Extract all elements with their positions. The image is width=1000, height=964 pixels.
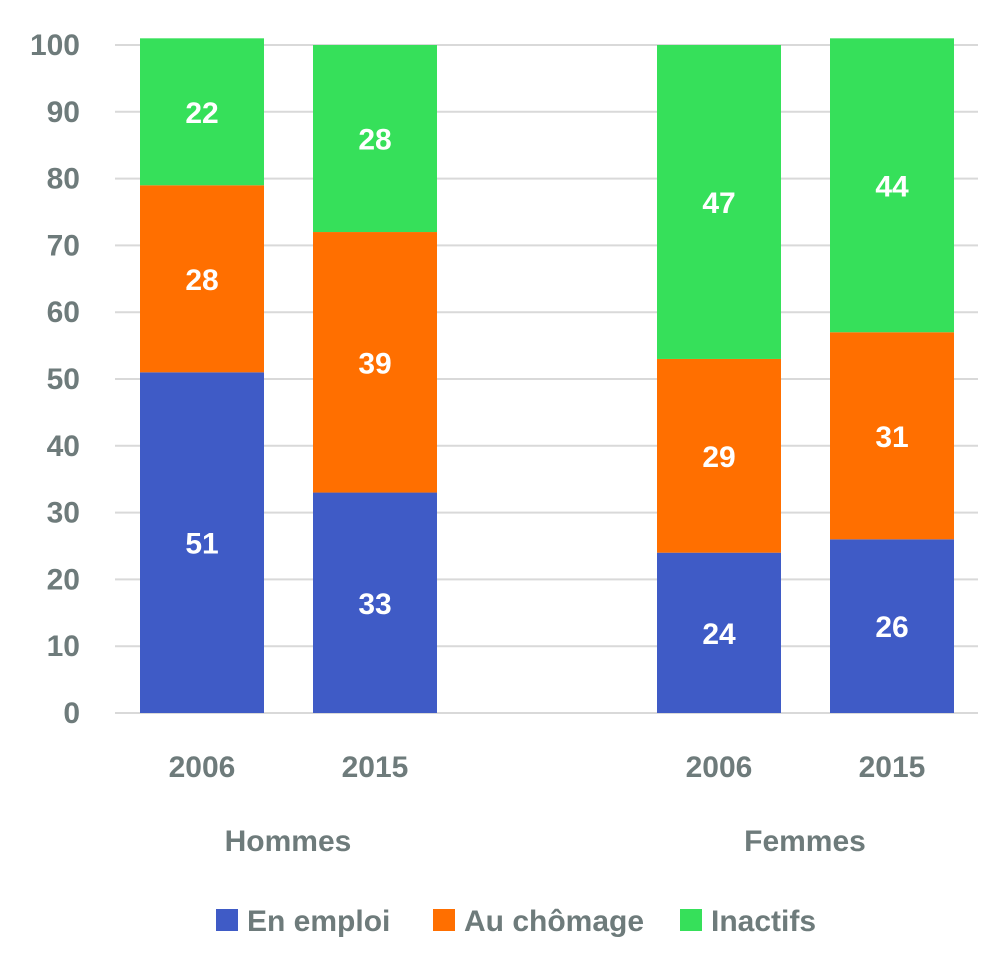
bar-au-ch-mage-0 [140,185,264,373]
x-tick-label-1: 2015 [342,751,409,784]
bar-inactifs-0 [140,38,264,186]
data-label-en-emploi-2: 24 [702,618,736,651]
y-tick-label-50: 50 [47,363,80,396]
group-label-1: Femmes [744,825,866,858]
y-tick-label-40: 40 [47,430,80,463]
legend-label-en-emploi: En emploi [247,905,390,938]
legend: En emploi Au chômage Inactifs [216,905,816,938]
y-tick-label-70: 70 [47,229,80,262]
y-tick-label-60: 60 [47,296,80,329]
bar-inactifs-1 [313,45,437,233]
bar-en-emploi-3 [830,539,954,713]
data-label-au-ch-mage-2: 29 [702,441,735,474]
y-tick-label-10: 10 [47,630,80,663]
group-label-0: Hommes [225,825,352,858]
group-labels: Hommes Femmes [225,825,866,858]
x-tick-label-3: 2015 [859,751,926,784]
data-label-en-emploi-1: 33 [358,588,391,621]
legend-swatch-en-emploi [216,909,238,931]
data-label-inactifs-2: 47 [702,187,735,220]
data-label-en-emploi-0: 51 [185,528,218,561]
y-tick-label-20: 20 [47,563,80,596]
bar-en-emploi-1 [313,492,437,713]
legend-swatch-au-ch-mage [433,909,455,931]
y-tick-label-0: 0 [63,697,80,730]
bars: 51 28 22 33 39 28 24 29 47 26 31 44 [140,38,954,713]
bar-au-ch-mage-1 [313,232,437,493]
legend-label-inactifs: Inactifs [711,905,816,938]
legend-label-au-ch-mage: Au chômage [464,905,644,938]
y-axis: 0 10 20 30 40 50 60 70 80 90 100 [30,29,80,730]
bar-inactifs-2 [657,45,781,359]
bar-au-ch-mage-3 [830,332,954,540]
x-tick-label-0: 2006 [169,751,236,784]
data-label-au-ch-mage-3: 31 [875,421,908,454]
y-tick-label-100: 100 [30,29,80,62]
x-tick-label-2: 2006 [686,751,753,784]
bar-au-ch-mage-2 [657,358,781,553]
x-axis: 2006 2015 2006 2015 [169,751,926,784]
y-tick-label-90: 90 [47,96,80,129]
data-label-inactifs-3: 44 [875,170,909,203]
data-label-inactifs-0: 22 [185,97,218,130]
data-label-au-ch-mage-0: 28 [185,264,218,297]
legend-swatch-inactifs [680,909,702,931]
bar-en-emploi-0 [140,372,264,713]
bar-en-emploi-2 [657,552,781,713]
y-tick-label-30: 30 [47,497,80,530]
data-label-en-emploi-3: 26 [875,611,908,644]
data-label-inactifs-1: 28 [358,124,391,157]
y-tick-label-80: 80 [47,163,80,196]
data-label-au-ch-mage-1: 39 [358,347,391,380]
bar-inactifs-3 [830,38,954,333]
